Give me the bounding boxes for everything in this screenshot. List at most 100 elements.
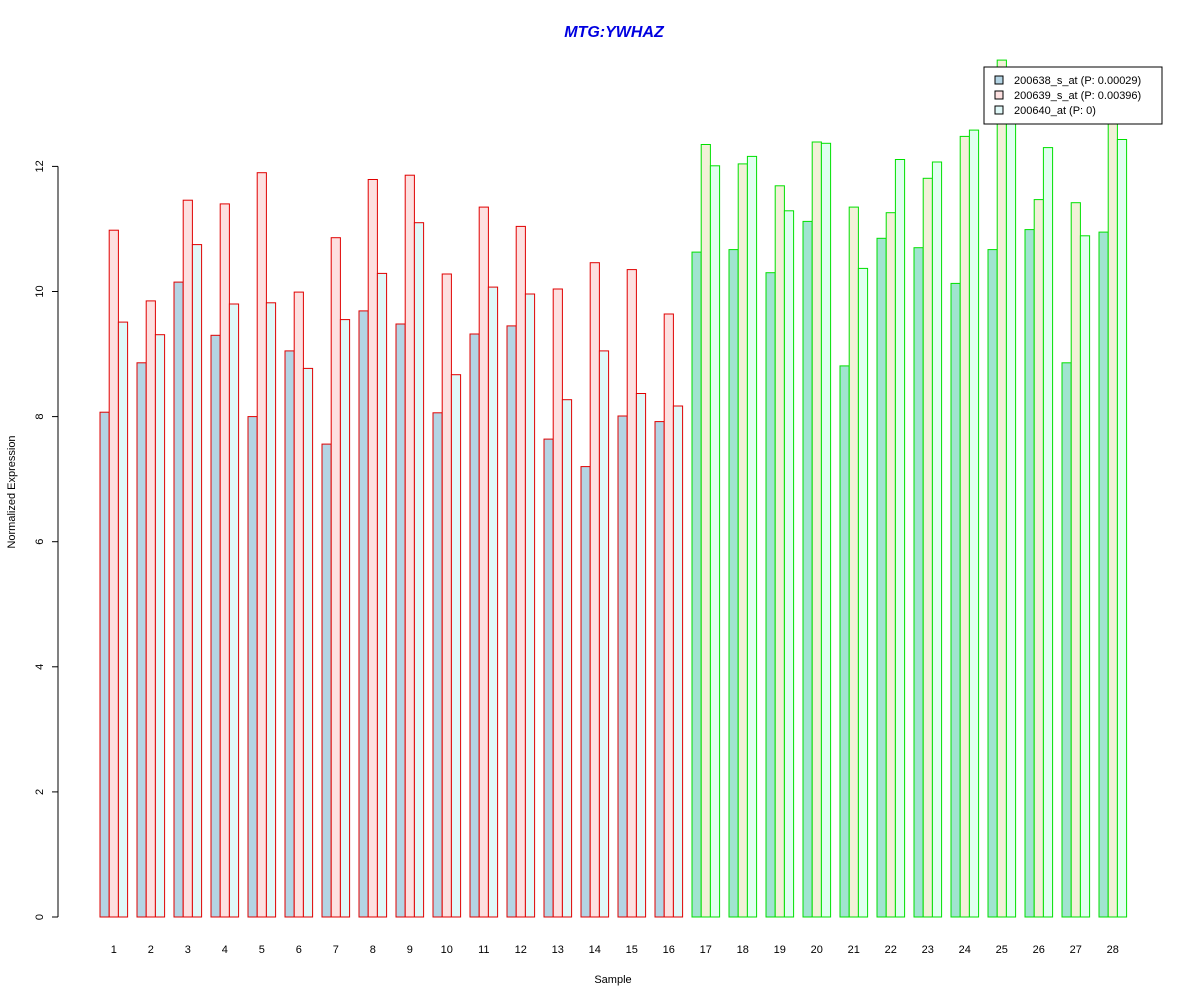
bar-sample-12-series-0: [506, 325, 517, 918]
legend-label-2: 200640_at (P: 0): [1014, 105, 1096, 117]
x-tick-label: 7: [333, 944, 339, 956]
bar-sample-15-series-2: [635, 393, 647, 918]
x-tick-label: 17: [700, 944, 712, 956]
bar-sample-7-series-0: [321, 443, 332, 918]
bar-sample-5-series-2: [265, 302, 277, 918]
bar-sample-8-series-1: [367, 179, 378, 918]
bar-sample-11-series-1: [478, 206, 489, 918]
bar-sample-8-series-0: [358, 310, 369, 918]
bar-sample-22-series-0: [876, 237, 887, 918]
bar-sample-7-series-2: [339, 319, 351, 918]
legend-swatch-0: [994, 75, 1004, 85]
legend-box: [983, 66, 1163, 125]
bar-sample-2-series-2: [154, 334, 166, 918]
x-tick-label: 10: [441, 944, 453, 956]
bar-sample-25-series-0: [987, 249, 998, 918]
bar-sample-17-series-2: [709, 165, 721, 918]
bar-sample-13-series-0: [543, 438, 554, 918]
y-tick-label: 8: [34, 414, 46, 420]
x-tick-label: 1: [111, 944, 117, 956]
bar-sample-16-series-1: [663, 313, 674, 918]
x-tick-label: 3: [185, 944, 191, 956]
bar-sample-15-series-1: [626, 269, 637, 918]
bar-sample-9-series-0: [395, 323, 406, 918]
bar-sample-16-series-2: [672, 405, 684, 918]
y-axis-label: Normalized Expression: [6, 435, 18, 548]
x-tick-label: 13: [552, 944, 564, 956]
y-tick-label: 10: [34, 285, 46, 297]
bar-sample-18-series-2: [746, 155, 758, 918]
bar-sample-17-series-1: [700, 144, 711, 918]
x-tick-label: 2: [148, 944, 154, 956]
x-tick-label: 19: [774, 944, 786, 956]
bar-sample-7-series-1: [330, 237, 341, 918]
bar-sample-28-series-0: [1098, 231, 1109, 918]
x-tick-label: 6: [296, 944, 302, 956]
bar-sample-4-series-0: [210, 334, 221, 918]
x-tick-label: 24: [959, 944, 971, 956]
bar-sample-9-series-1: [404, 174, 415, 918]
bar-sample-3-series-2: [191, 244, 203, 918]
x-tick-label: 23: [922, 944, 934, 956]
bar-sample-26-series-0: [1024, 229, 1035, 918]
bar-sample-18-series-0: [728, 249, 739, 918]
bar-sample-13-series-2: [561, 399, 573, 918]
x-axis-label: Sample: [594, 974, 631, 986]
x-tick-label: 25: [996, 944, 1008, 956]
bar-sample-8-series-2: [376, 272, 388, 918]
y-tick-label: 0: [34, 914, 46, 920]
bar-sample-2-series-1: [145, 300, 156, 918]
x-tick-label: 22: [885, 944, 897, 956]
x-tick-label: 12: [515, 944, 527, 956]
bar-sample-10-series-1: [441, 273, 452, 918]
bar-sample-24-series-0: [950, 282, 961, 918]
x-tick-label: 27: [1070, 944, 1082, 956]
bar-sample-6-series-2: [302, 367, 314, 918]
bar-sample-3-series-0: [173, 281, 184, 918]
x-tick-label: 8: [370, 944, 376, 956]
bars: [99, 59, 1128, 918]
y-axis: 0 2 4 6 8 10 12: [34, 160, 59, 920]
bar-sample-9-series-2: [413, 222, 425, 918]
bar-sample-24-series-2: [968, 129, 980, 918]
x-tick-label: 26: [1033, 944, 1045, 956]
bar-sample-3-series-1: [182, 199, 193, 918]
x-axis-labels: 1 2 3 4 5 6 7 8 9 10 11 12 13 14 15 16 17 18 19 20 21 22 23 24 2…: [111, 944, 1119, 956]
bar-sample-28-series-1: [1107, 90, 1118, 918]
bar-sample-20-series-0: [802, 220, 813, 918]
bar-sample-23-series-0: [913, 247, 924, 918]
bar-sample-13-series-1: [552, 288, 563, 918]
bar-sample-17-series-0: [691, 251, 702, 918]
bar-sample-20-series-1: [811, 141, 822, 918]
legend-swatch-1: [994, 90, 1004, 100]
bar-sample-26-series-2: [1042, 147, 1054, 918]
bar-sample-19-series-2: [783, 210, 795, 918]
x-tick-label: 18: [737, 944, 749, 956]
bar-sample-12-series-2: [524, 293, 536, 918]
bar-sample-21-series-2: [857, 267, 869, 918]
y-tick-label: 2: [34, 789, 46, 795]
x-tick-label: 5: [259, 944, 265, 956]
bar-sample-11-series-2: [487, 286, 499, 918]
bar-sample-1-series-2: [117, 321, 129, 918]
bar-sample-23-series-1: [922, 177, 933, 918]
legend-swatch-2: [994, 105, 1004, 115]
bar-sample-5-series-0: [247, 416, 258, 918]
bar-sample-6-series-1: [293, 291, 304, 918]
y-tick-label: 6: [34, 539, 46, 545]
bar-sample-2-series-0: [136, 362, 147, 918]
bar-sample-14-series-1: [589, 262, 600, 918]
bar-sample-25-series-1: [996, 59, 1007, 918]
x-tick-label: 4: [222, 944, 228, 956]
x-tick-label: 21: [848, 944, 860, 956]
bar-sample-28-series-2: [1116, 139, 1128, 918]
bar-sample-11-series-0: [469, 333, 480, 918]
bar-sample-6-series-0: [284, 350, 295, 918]
legend: 200638_s_at (P: 0.00029) 200639_s_at (P:…: [983, 66, 1163, 125]
bar-sample-1-series-0: [99, 411, 110, 918]
x-tick-label: 16: [663, 944, 675, 956]
y-tick-label: 12: [34, 160, 46, 172]
bar-sample-19-series-1: [774, 185, 785, 918]
x-tick-label: 11: [478, 944, 489, 956]
